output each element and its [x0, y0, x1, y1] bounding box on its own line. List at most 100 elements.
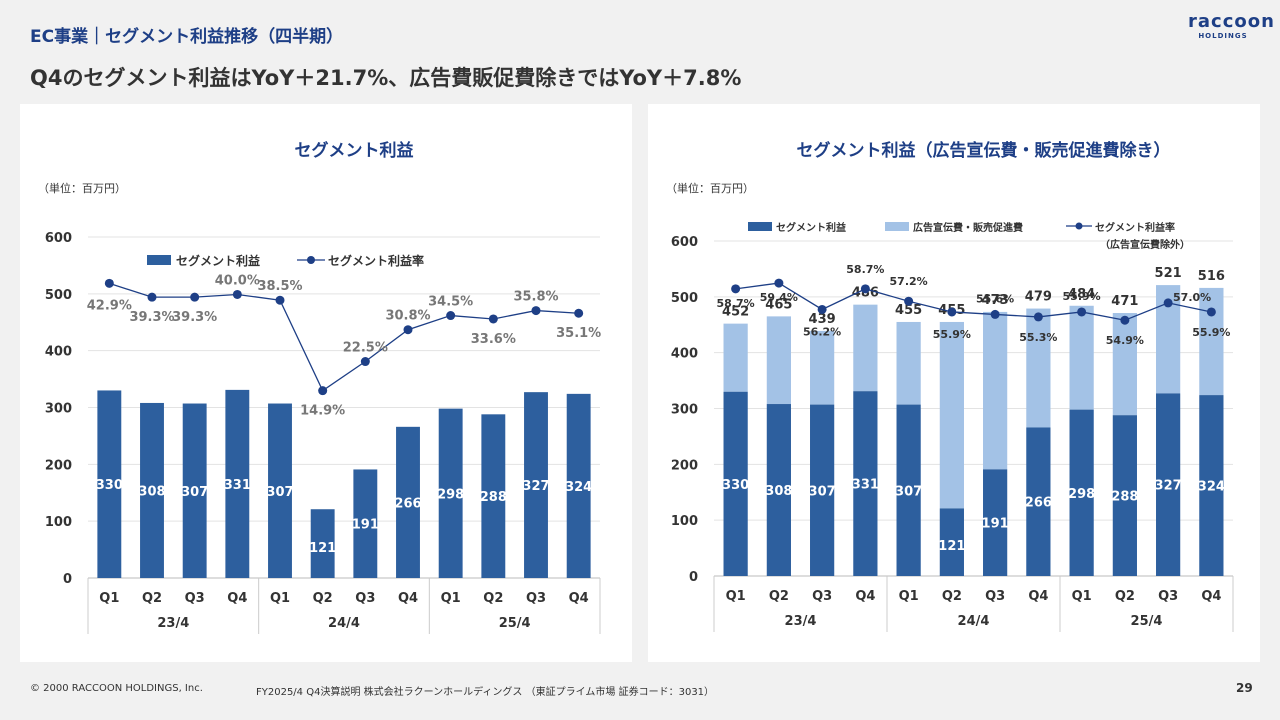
bar-total-label: 521: [1155, 266, 1182, 281]
bar-ad-expense: [939, 321, 964, 509]
margin-label: 54.9%: [1106, 334, 1144, 347]
margin-label: 42.9%: [87, 298, 132, 313]
bar-segment-profit: [1069, 409, 1094, 576]
bar-total-label: 439: [809, 312, 836, 327]
bar-value-label: 298: [437, 487, 464, 502]
bar-segment-profit: [1156, 393, 1181, 576]
legend-bar-swatch: [748, 222, 772, 231]
y-tick-label: 300: [45, 402, 72, 417]
margin-label: 35.8%: [513, 290, 558, 305]
margin-point: [1120, 315, 1130, 325]
legend-line-label: セグメント利益率: [1095, 221, 1175, 234]
x-tick-label: Q3: [355, 591, 375, 606]
margin-label: 55.9%: [933, 328, 971, 341]
margin-point: [1077, 307, 1087, 317]
bar-ad-expense: [766, 316, 791, 405]
page-number: 29: [1236, 681, 1253, 695]
bar-segment-profit: [1199, 395, 1224, 576]
bar-segment-profit: [268, 403, 292, 578]
bar-total-label: 484: [1068, 287, 1095, 302]
bar-segment-profit: [723, 391, 748, 576]
bar-ad-expense: [853, 304, 878, 392]
y-tick-label: 500: [671, 291, 698, 306]
margin-label: 35.1%: [556, 326, 601, 341]
bar-ad-expense: [1112, 313, 1137, 416]
bar-segment-profit: [182, 403, 207, 578]
margin-label: 58.7%: [717, 297, 755, 310]
margin-point: [232, 289, 242, 299]
legend-bar-label: セグメント利益: [776, 221, 846, 234]
bar-value-label: 330: [722, 478, 749, 493]
x-group-label: 25/4: [1131, 614, 1163, 629]
margin-label: 55.9%: [1192, 326, 1230, 339]
margin-point: [817, 304, 827, 314]
y-tick-label: 0: [63, 572, 72, 587]
bar-total-label: 465: [765, 297, 792, 312]
x-tick-label: Q2: [942, 589, 962, 604]
segment-profit-chart: セグメント利益 （単位：百万円） 0 100 200 300 400 500 600 330 308…: [38, 140, 601, 634]
bar-value-label: 298: [1068, 487, 1095, 502]
bar-total-label: 479: [1025, 290, 1052, 305]
margin-point: [1163, 298, 1173, 308]
x-tick-label: Q1: [726, 589, 746, 604]
margin-point: [446, 311, 456, 321]
bar-value-label: 307: [266, 485, 293, 500]
bar-segment-profit: [1026, 427, 1051, 576]
x-tick-label: Q1: [441, 591, 461, 606]
bar-value-label: 308: [138, 484, 165, 499]
legend-stack-swatch: [885, 222, 909, 231]
bar-ad-expense: [1069, 305, 1094, 410]
bar-ad-expense: [983, 311, 1008, 470]
bar-segment-profit: [353, 469, 378, 578]
unit-label: （単位：百万円）: [666, 181, 754, 195]
bar-segment-profit: [939, 508, 964, 576]
bar-ad-expense: [1026, 308, 1051, 428]
y-tick-label: 200: [45, 458, 72, 473]
margin-point: [360, 357, 370, 367]
footer-document-info: FY2025/4 Q4決算説明 株式会社ラクーンホールディングス （東証プライム…: [256, 687, 715, 698]
bar-value-label: 331: [224, 478, 251, 493]
x-group-label: 24/4: [958, 614, 990, 629]
x-tick-label: Q2: [142, 591, 162, 606]
x-tick-label: Q3: [1158, 589, 1178, 604]
bar-value-label: 324: [1198, 480, 1225, 495]
margin-label: 33.6%: [471, 332, 516, 347]
legend-line-note: （広告宣伝費除外）: [1100, 238, 1190, 251]
bar-value-label: 288: [1111, 490, 1138, 505]
legend-line-label: セグメント利益率: [328, 253, 424, 268]
margin-point: [147, 292, 157, 302]
y-tick-label: 400: [671, 347, 698, 362]
x-group-label: 25/4: [499, 616, 531, 631]
bar-value-label: 307: [809, 484, 836, 499]
bar-value-label: 307: [181, 485, 208, 500]
bar-segment-profit: [310, 509, 335, 578]
margin-label: 57.2%: [890, 275, 928, 288]
bar-total-label: 452: [722, 305, 749, 320]
margin-label: 39.3%: [129, 310, 174, 325]
bar-ad-expense: [810, 330, 835, 405]
x-tick-label: Q4: [398, 591, 418, 606]
bar-value-label: 288: [480, 490, 507, 505]
footer-copyright: © 2000 RACCOON HOLDINGS, Inc.: [30, 683, 203, 694]
legend-line-marker: [307, 256, 315, 264]
x-group-label: 24/4: [328, 616, 360, 631]
bar-total-label: 516: [1198, 269, 1225, 284]
x-tick-label: Q3: [812, 589, 832, 604]
bar-ad-expense: [896, 321, 921, 405]
legend-stack-label: 広告宣伝費・販売促進費: [913, 221, 1023, 234]
y-tick-label: 600: [45, 231, 72, 246]
bar-segment-profit: [524, 392, 548, 578]
x-tick-label: Q4: [227, 591, 247, 606]
y-tick-label: 300: [671, 403, 698, 418]
logo-wordmark: raccoon: [1188, 11, 1275, 32]
bar-value-label: 324: [565, 480, 592, 495]
bar-segment-profit: [481, 414, 506, 578]
x-tick-label: Q4: [569, 591, 589, 606]
x-tick-label: Q2: [483, 591, 503, 606]
x-tick-label: Q4: [855, 589, 875, 604]
bar-segment-profit: [896, 404, 921, 576]
margin-point: [318, 386, 328, 396]
chart-title: セグメント利益: [295, 140, 414, 161]
margin-point: [403, 325, 413, 335]
x-tick-label: Q4: [1201, 589, 1221, 604]
